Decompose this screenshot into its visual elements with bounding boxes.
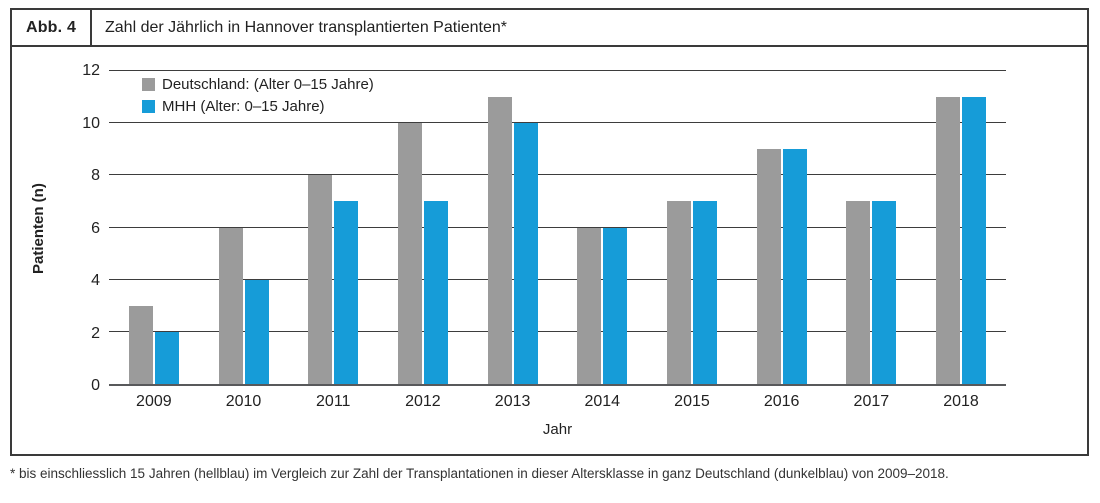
bar-mhh-2013 [513,123,538,384]
bar-deutschland-2012 [397,123,422,384]
chart-region: Patienten (n) 0 2 4 6 8 10 12 Deutschland: (Al… [12,47,1087,454]
bar-mhh-2014 [603,227,628,384]
bar-group-2015 [647,71,737,384]
gridline-12 [109,70,1006,71]
footnote: * bis einschliesslich 15 Jahren (hellbla… [10,466,949,481]
legend-label-deutschland: Deutschland: (Alter 0–15 Jahre) [162,75,374,93]
bar-mhh-2012 [423,201,448,384]
bar-group-2011 [288,71,378,384]
figure-title: Zahl der Jährlich in Hannover transplant… [105,18,508,36]
x-tick-label-2016: 2016 [763,393,800,410]
x-axis-label: Jahr [542,421,573,438]
bar-mhh-2010 [244,279,269,384]
bar-mhh-2017 [872,201,897,384]
x-tick-label-2009: 2009 [136,393,172,410]
x-tick-label-2011: 2011 [316,393,351,410]
x-tick-label-2014: 2014 [584,393,621,410]
legend-item-mhh: MHH (Alter: 0–15 Jahre) [142,95,374,117]
figure-label: Abb. 4 [12,10,92,45]
legend-item-deutschland: Deutschland: (Alter 0–15 Jahre) [142,73,374,95]
gridline-10 [109,122,1006,124]
x-tick-label-2013: 2013 [494,393,531,410]
y-axis-ticks: 0 2 4 6 8 10 12 [52,63,100,394]
x-tick-label-2012: 2012 [405,393,441,410]
x-tick-label-2015: 2015 [674,393,710,410]
bar-mhh-2009 [154,331,179,384]
bar-mhh-2016 [782,149,807,384]
bar-mhh-2011 [334,201,359,384]
bar-group-2014 [558,71,648,384]
gridline-8 [109,174,1006,176]
y-tick-label-6: 6 [91,219,100,237]
bar-group-2018 [916,71,1006,384]
legend-swatch-deutschland [142,77,155,91]
bar-deutschland-2014 [577,227,602,384]
gridline-4 [109,278,1006,280]
x-tick-label-2017: 2017 [853,393,890,410]
gridline-6 [109,226,1006,228]
legend-swatch-mhh [142,99,155,113]
bar-group-2012 [378,71,468,384]
bar-deutschland-2015 [667,201,692,384]
y-tick-label-8: 8 [91,167,100,184]
x-tick-label-2010: 2010 [225,393,262,410]
bar-deutschland-2017 [846,201,871,384]
gridline-2 [109,330,1006,332]
bar-mhh-2018 [962,97,987,384]
bar-group-2013 [468,71,558,384]
figure-header: Abb. 4 Zahl der Jährlich in Hannover tra… [12,10,1087,47]
legend-label-mhh: MHH (Alter: 0–15 Jahre) [162,97,325,115]
bar-deutschland-2010 [218,227,243,384]
x-tick-label-2018: 2018 [943,393,979,410]
bar-deutschland-2018 [936,97,961,384]
bar-deutschland-2009 [128,305,153,384]
bar-group-2016 [737,71,827,384]
y-tick-label-4: 4 [91,272,100,289]
bar-deutschland-2016 [756,149,781,384]
y-tick-label-12: 12 [82,62,100,79]
bar-group-2017 [827,71,917,384]
x-axis-ticks: 2009 2010 2011 2012 2013 2014 2015 2016 2017 2018 [109,393,1006,411]
y-tick-label-0: 0 [91,377,100,394]
figure-frame: Abb. 4 Zahl der Jährlich in Hannover tra… [10,8,1089,456]
bar-group-2009 [109,71,199,384]
bar-deutschland-2011 [308,175,333,384]
y-tick-label-2: 2 [91,324,100,342]
bar-deutschland-2013 [487,97,512,384]
bar-mhh-2015 [693,201,718,384]
y-tick-label-10: 10 [82,114,100,132]
bar-group-2010 [199,71,289,384]
legend: Deutschland: (Alter 0–15 Jahre) MHH (Alt… [142,73,374,117]
plot-area: Deutschland: (Alter 0–15 Jahre) MHH (Alt… [109,70,1006,386]
y-axis-label: Patienten (n) [30,183,47,274]
